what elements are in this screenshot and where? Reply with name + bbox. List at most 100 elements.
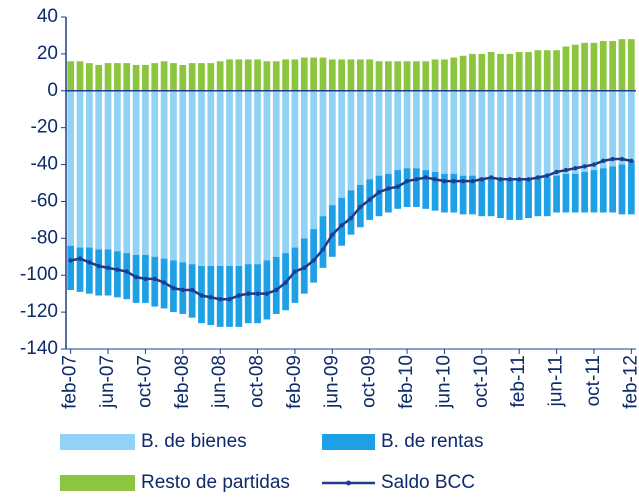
line-marker: [423, 175, 428, 180]
bar: [553, 50, 560, 91]
x-tick-label: jun-08: [209, 355, 230, 409]
bar: [515, 52, 523, 91]
bar: [422, 90, 430, 171]
line-marker: [479, 177, 485, 182]
bar: [142, 90, 149, 255]
bar: [263, 90, 271, 261]
x-tick-label: jun-09: [321, 355, 342, 409]
bar: [469, 53, 476, 91]
line-marker: [68, 258, 73, 263]
bar: [85, 247, 93, 294]
bar: [310, 57, 317, 91]
legend-swatch: [60, 475, 135, 491]
bar: [123, 63, 131, 91]
legend-swatch: [60, 434, 135, 450]
line-marker: [152, 276, 157, 282]
bar: [67, 90, 75, 246]
bar: [487, 52, 495, 91]
x-tick-label: jun-10: [433, 355, 454, 409]
bar: [254, 59, 261, 91]
line-marker: [87, 260, 92, 265]
bar: [459, 90, 467, 176]
line-marker: [339, 223, 344, 228]
line-marker: [283, 280, 288, 285]
line-marker: [199, 293, 204, 298]
bar: [226, 90, 233, 267]
line-marker: [358, 204, 363, 210]
bar: [590, 170, 598, 213]
bar: [272, 61, 280, 91]
bar: [609, 40, 617, 91]
line-marker: [619, 156, 625, 162]
bar: [599, 168, 607, 213]
line-marker: [386, 186, 391, 191]
bar: [179, 64, 187, 91]
bar: [319, 57, 327, 91]
bar: [431, 59, 439, 91]
bar: [571, 44, 579, 91]
line-marker: [460, 178, 466, 184]
bar: [450, 173, 458, 213]
line-marker: [498, 177, 503, 182]
bar: [394, 90, 402, 171]
bar: [76, 90, 84, 248]
bar: [338, 59, 346, 91]
bar: [525, 52, 532, 91]
bar: [515, 179, 523, 220]
bar: [319, 216, 327, 268]
y-tick-label: 0: [47, 80, 58, 101]
line-marker: [133, 274, 139, 280]
bar: [132, 90, 140, 255]
bar: [338, 90, 346, 198]
bar: [497, 90, 504, 178]
bar: [627, 90, 635, 161]
y-tick-label: -40: [31, 154, 58, 175]
line-marker: [96, 263, 101, 269]
bar: [413, 168, 420, 207]
line-marker: [432, 177, 438, 182]
line-marker: [414, 177, 419, 182]
bar: [95, 90, 103, 250]
bar: [95, 64, 103, 91]
bar: [366, 59, 374, 91]
bar: [599, 40, 607, 91]
bar: [478, 53, 486, 91]
bar: [95, 249, 103, 296]
x-tick-label: feb-09: [284, 355, 305, 409]
bar: [515, 90, 523, 180]
bar: [114, 63, 121, 91]
bar: [254, 90, 261, 265]
bar: [114, 251, 121, 298]
bar: [543, 90, 551, 178]
bar: [179, 90, 187, 263]
bar: [347, 59, 355, 91]
legend-marker: [346, 480, 351, 486]
bar: [328, 205, 336, 257]
line-marker: [105, 265, 111, 271]
bar: [394, 61, 402, 91]
bar: [263, 260, 271, 320]
bar: [132, 64, 140, 91]
line-marker: [320, 247, 326, 252]
line-marker: [143, 276, 148, 282]
bar: [525, 179, 532, 219]
bar: [441, 90, 448, 174]
bar: [85, 90, 93, 248]
bar: [618, 90, 626, 165]
bar: [534, 90, 542, 178]
bar: [394, 170, 402, 209]
bar: [328, 90, 336, 206]
legend-label: B. de bienes: [141, 431, 247, 452]
bar: [244, 59, 252, 91]
bar: [123, 90, 131, 254]
bar: [216, 90, 224, 267]
bar: [85, 63, 93, 91]
bar: [151, 256, 159, 307]
bar: [104, 63, 112, 91]
line-marker: [395, 184, 400, 189]
bar: [627, 39, 635, 91]
bar: [160, 90, 168, 259]
bar: [599, 90, 607, 169]
